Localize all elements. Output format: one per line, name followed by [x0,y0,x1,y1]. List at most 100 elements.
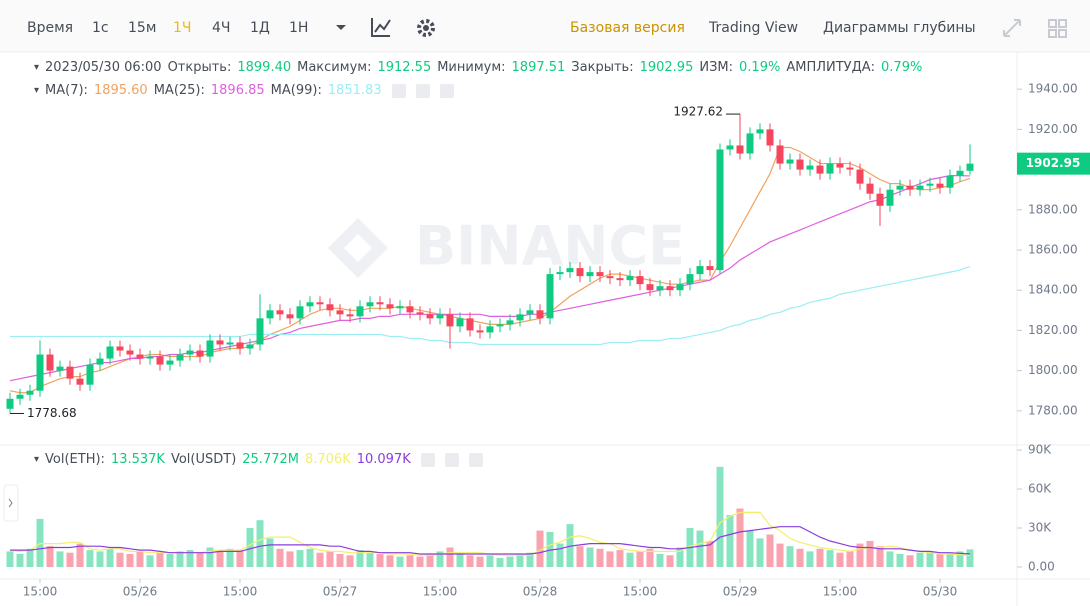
x-tick-label: 05/30 [923,585,958,599]
volume-bar [296,550,304,567]
view-tab[interactable]: Trading View [708,20,798,36]
candle-body [706,266,714,271]
indicator-icon[interactable] [371,18,391,37]
candle-body [786,159,794,164]
volume-bar [476,556,484,567]
volume-bar [416,556,424,567]
candle-body [576,268,584,277]
volume-bar [966,549,974,567]
x-tick-label: 05/28 [523,585,558,599]
info-label: Открыть: [167,60,232,75]
info-label: Максимум: [297,60,372,75]
volume-bar [96,551,104,567]
candle-body [296,306,304,319]
info-label: АМПЛИТУДА: [786,60,876,75]
volume-bar [366,552,374,567]
interval-dropdown[interactable] [336,25,346,30]
candle-body [456,318,464,327]
collapse-button[interactable] [3,484,19,522]
volume-bar [596,548,604,567]
volume-bar [146,555,154,567]
candle-body [36,354,44,391]
legend-icon [468,452,483,467]
candle-body [196,350,204,357]
info-value: 0.79% [881,60,923,75]
volume-bar [676,547,684,567]
candle-body [256,318,264,345]
volume-bar [946,552,954,567]
candle-body [486,326,494,333]
candle-body [766,129,774,146]
candle-body [736,145,744,154]
vol-ma-value: 10.097K [356,452,411,467]
candle-body [936,183,944,188]
layout-icon[interactable] [1048,19,1067,38]
candle-body [566,268,574,273]
volume-bar [246,527,254,567]
candle-body [536,310,544,319]
info-value: 1897.51 [511,60,566,75]
volume-bar [286,551,294,567]
candle-body [716,149,724,271]
candle-body [136,354,144,359]
info-label: ИЗМ: [699,60,734,75]
volume-bar [806,551,814,567]
volume-bar [196,552,204,567]
info-value: 1902.95 [639,60,694,75]
interval-button[interactable]: 1Ч [173,20,192,36]
volume-bar [906,555,914,567]
volume-bar [336,553,344,567]
x-tick-label: 15:00 [23,585,58,599]
candle-body [916,185,924,190]
candle-body [676,284,684,291]
last-price-tag [1017,152,1090,175]
volume-bar [876,546,884,567]
volume-bar [386,555,394,567]
vol-value: 25.772M [242,452,299,467]
candle-body [526,310,534,315]
interval-button[interactable]: 1Д [250,20,270,36]
candle-body [726,145,734,150]
interval-button[interactable]: Время [27,20,73,36]
volume-bar [136,551,144,567]
interval-button[interactable]: 1с [92,20,109,36]
volume-bar [576,546,584,567]
candle-body [436,314,444,319]
candle-body [96,358,104,365]
ma-legend: ▾ MA(7): 1895.60 MA(25): 1896.85 MA(99): 1851.… [34,83,454,98]
volume-bar [226,548,234,567]
high-label: 1927.62 [673,105,723,119]
volume-bar [486,555,494,567]
y-tick-label: 1860.00 [1028,243,1078,257]
ma-value: 1851.83 [327,83,382,98]
volume-bar [866,540,874,567]
candle-body [606,276,614,279]
legend-icon [420,452,435,467]
view-tab[interactable]: Диаграммы глубины [823,20,976,36]
interval-button[interactable]: 1Н [289,20,308,36]
y-tick-label: 1880.00 [1028,202,1078,216]
volume-bar [116,552,124,567]
candle-body [76,378,84,385]
volume-bar [726,514,734,567]
candle-body [206,340,214,357]
candle-body [816,165,824,174]
candle-body [466,318,474,331]
interval-button[interactable]: 15м [128,20,156,36]
volume-bar [36,518,44,567]
volume-bar [626,552,634,567]
volume-bar [546,531,554,567]
volume-bar [796,548,804,567]
candle-body [416,312,424,315]
interval-button[interactable]: 4Ч [212,20,231,36]
candle-body [156,356,164,365]
volume-bar [696,530,704,567]
settings-icon[interactable] [417,19,435,37]
last-price-label: 1902.95 [1026,156,1081,170]
view-tab[interactable]: Базовая версия [570,20,685,36]
volume-bar [376,553,384,567]
legend-icon [415,83,430,98]
candle-body [956,170,964,176]
fullscreen-icon[interactable] [1003,19,1021,37]
y-tick-label: 1920.00 [1028,122,1078,136]
